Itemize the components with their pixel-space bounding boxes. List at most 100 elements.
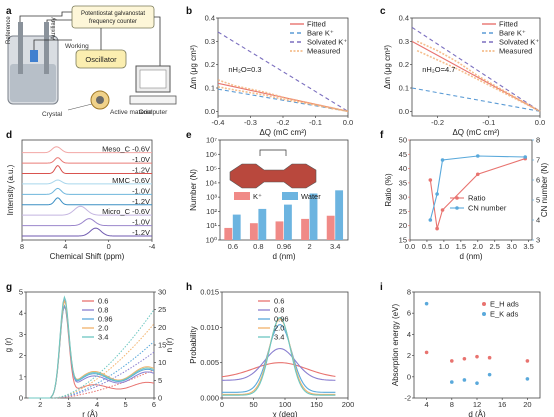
- x-tick-label: 100: [279, 400, 292, 409]
- x-tick-label: 0: [220, 400, 224, 409]
- x-tick-label: 1.0: [439, 242, 449, 251]
- x-axis-label: d (Å): [468, 410, 486, 417]
- y-tick-label: 10³: [206, 193, 217, 202]
- legend-label: 0.6: [274, 297, 284, 306]
- series-line-measured: [416, 40, 541, 113]
- y-tick-label: 0.2: [399, 60, 409, 69]
- x-tick-label: 6: [152, 400, 156, 409]
- y-right-tick-label: 8: [536, 136, 540, 145]
- y-right-tick-label: 10: [158, 358, 166, 367]
- y-axis-label: Number (N): [189, 169, 198, 211]
- computer-label: Computer: [139, 109, 168, 116]
- coordination-line: [28, 323, 155, 399]
- reference-label: Reference: [6, 16, 12, 44]
- x-tick-label: 0.96: [277, 242, 292, 251]
- bar-water: [309, 193, 318, 240]
- legend-label: Ratio: [468, 194, 486, 203]
- y-tick-label: 10⁰: [206, 236, 217, 245]
- legend-label: Measured: [499, 47, 532, 56]
- scatter-point: [424, 350, 429, 355]
- panel-letter: b: [186, 6, 192, 17]
- x-tick-label: 2.0: [473, 242, 483, 251]
- panel-c-chart: c -0.2 -0.1 0.0 ΔQ (mC cm²) Δm (μg cm²) 0.0 0.1…: [380, 6, 545, 137]
- distribution-line: [221, 348, 336, 381]
- frequency-counter-label: frequency counter: [89, 19, 137, 25]
- scatter-point: [487, 355, 492, 360]
- bar-water: [258, 208, 267, 240]
- scatter-point: [525, 359, 530, 363]
- y-tick-label: 0.0: [399, 107, 409, 116]
- rdf-line: [28, 295, 155, 399]
- x-tick-label: 8: [450, 400, 454, 409]
- x-tick-label: 0: [107, 242, 111, 251]
- wire-working: [33, 39, 72, 50]
- coordination-line: [28, 369, 155, 399]
- crystal-label: Crystal: [42, 111, 63, 118]
- x-tick-label: 0.0: [405, 242, 415, 251]
- y-tick-label: 50: [399, 136, 407, 145]
- x-axis-label: ΔQ (mC cm²): [259, 128, 306, 137]
- y-tick-label: 15: [399, 236, 407, 245]
- y-tick-label: 2: [407, 351, 411, 360]
- plot-frame: [411, 17, 541, 117]
- computer-screen: [139, 69, 167, 89]
- x-tick-label: 0.8: [253, 242, 263, 251]
- distribution-line: [221, 318, 336, 396]
- x-tick-label: 3.0: [506, 242, 516, 251]
- y-right-tick-label: 15: [158, 341, 166, 350]
- spectrum-line: [22, 187, 152, 195]
- y-axis-label: Δm (μg cm²): [383, 45, 392, 90]
- y-tick-label: 10⁷: [206, 136, 217, 145]
- x-tick-label: -0.1: [309, 118, 322, 127]
- legend-label: E_H ads: [490, 300, 519, 309]
- legend-label: 0.6: [98, 297, 108, 306]
- y-tick-label: -2: [404, 394, 411, 403]
- coordination-line: [28, 341, 155, 399]
- panel-letter: g: [6, 282, 12, 293]
- spectrum-label: MMC -0.6V: [112, 176, 150, 185]
- data-point: [435, 192, 439, 196]
- data-point: [475, 154, 480, 158]
- x-tick-label: 3.5: [523, 242, 533, 251]
- panel-letter: e: [186, 130, 192, 141]
- legend-label: Water: [301, 192, 321, 201]
- legend-label: 3.4: [274, 333, 284, 342]
- panel-letter: c: [380, 6, 386, 17]
- y-tick-label: 3: [19, 330, 23, 339]
- y-axis-label: Intensity (a.u.): [6, 164, 15, 215]
- legend-label: K⁺: [253, 192, 262, 201]
- y-tick-label: 0.000: [200, 394, 219, 403]
- y-tick-label: 0.015: [200, 288, 219, 297]
- active-material-label: Active material: [110, 109, 153, 116]
- spectrum-line: [22, 157, 152, 164]
- legend-marker: [455, 206, 459, 210]
- y-tick-label: 0.1: [399, 84, 409, 93]
- y-tick-label: 45: [399, 150, 407, 159]
- panel-letter: d: [6, 130, 12, 141]
- coordination-line: [28, 309, 155, 399]
- spectrum-line: [22, 218, 152, 227]
- spectrum-label: -1.0V: [132, 155, 150, 164]
- scatter-point: [525, 377, 530, 381]
- wire-reference: [19, 11, 72, 22]
- spectrum-label: -1.0V: [132, 186, 150, 195]
- bar-water: [232, 214, 241, 240]
- y-tick-label: 6: [407, 309, 411, 318]
- rdf-line: [28, 299, 155, 399]
- oscillator-label: Oscillator: [85, 55, 117, 64]
- x-tick-label: 200: [342, 400, 355, 409]
- x-tick-label: 1.5: [456, 242, 466, 251]
- panel-i-chart: i 4 8 12 16 20 -2 0 2 4 6 8 Absorption energy (eV) d …: [380, 282, 541, 417]
- spectrum-line: [22, 146, 152, 154]
- potentiostat-label: Potentiostat galvanostat: [81, 11, 145, 17]
- y-tick-label: 10⁶: [206, 150, 217, 159]
- x-tick-label: -0.4: [212, 118, 225, 127]
- data-point: [435, 226, 439, 231]
- y-tick-label: 0.3: [205, 37, 215, 46]
- series-line-bare-k-: [411, 87, 541, 112]
- panel-b-chart: b -0.4 -0.3 -0.2 -0.1 0.0 ΔQ (mC cm²) Δm (μg cm…: [186, 6, 353, 137]
- bar-k: [275, 221, 284, 240]
- auxiliary-electrode: [44, 22, 49, 74]
